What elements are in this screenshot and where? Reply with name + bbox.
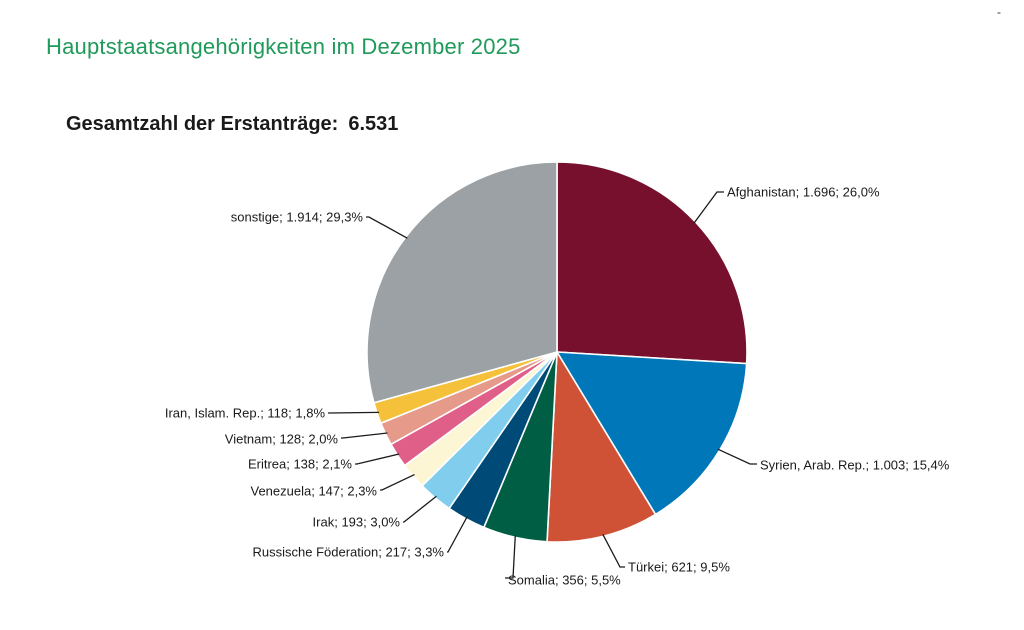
data-label-afghanistan: Afghanistan; 1.696; 26,0% bbox=[727, 184, 880, 199]
leader-line-russische-foederation bbox=[447, 516, 468, 553]
data-labels: Afghanistan; 1.696; 26,0% Syrien, Arab. R… bbox=[165, 184, 950, 587]
leader-line-afghanistan bbox=[693, 191, 724, 224]
leader-line-somalia bbox=[505, 535, 516, 579]
data-label-vietnam: Vietnam; 128; 2,0% bbox=[225, 431, 339, 446]
data-label-russische-foederation: Russische Föderation; 217; 3,3% bbox=[253, 544, 445, 559]
pie-slices bbox=[366, 161, 748, 543]
leader-line-vietnam bbox=[341, 432, 388, 439]
total-line: Gesamtzahl der Erstanträge: 6.531 bbox=[66, 113, 398, 136]
total-label: Gesamtzahl der Erstanträge: bbox=[66, 113, 339, 135]
leader-line-eritrea bbox=[355, 453, 400, 465]
leader-line-iran-islam-rep bbox=[328, 411, 380, 414]
page-title: Hauptstaatsangehörigkeiten im Dezember 2… bbox=[46, 34, 521, 59]
leader-line-irak bbox=[403, 495, 437, 523]
leader-line-sonstige bbox=[366, 216, 408, 239]
data-label-eritrea: Eritrea; 138; 2,1% bbox=[248, 456, 352, 471]
data-label-irak: Irak; 193; 3,0% bbox=[313, 514, 401, 529]
leader-line-syrien-arab-rep bbox=[717, 448, 757, 465]
leader-line-tuerkei bbox=[602, 533, 625, 568]
leader-lines bbox=[328, 191, 757, 579]
data-label-tuerkei: Türkei; 621; 9,5% bbox=[628, 559, 730, 574]
data-label-venezuela: Venezuela; 147; 2,3% bbox=[251, 483, 378, 498]
data-label-sonstige: sonstige; 1.914; 29,3% bbox=[231, 209, 364, 224]
data-label-syrien-arab-rep: Syrien, Arab. Rep.; 1.003; 15,4% bbox=[760, 457, 950, 472]
data-label-somalia: Somalia; 356; 5,5% bbox=[508, 572, 621, 587]
corner-mark: - bbox=[997, 5, 1001, 19]
leader-line-venezuela bbox=[380, 474, 415, 491]
total-value: 6.531 bbox=[348, 113, 399, 135]
data-label-iran-islam-rep: Iran, Islam. Rep.; 118; 1,8% bbox=[165, 405, 326, 420]
